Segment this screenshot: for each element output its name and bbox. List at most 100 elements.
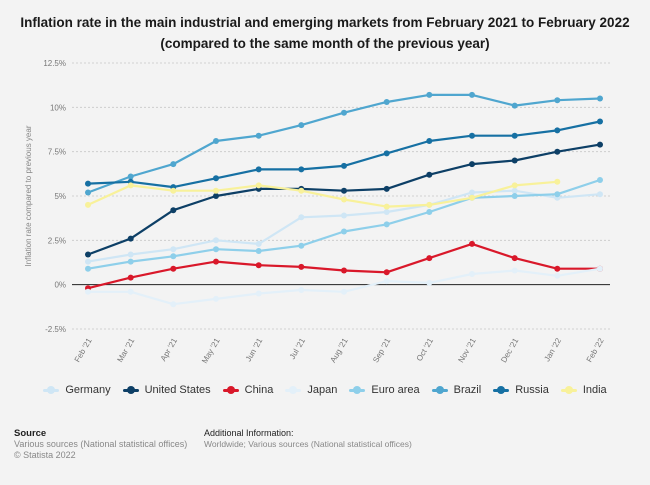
- data-point[interactable]: [341, 196, 347, 203]
- data-point[interactable]: [426, 138, 433, 144]
- data-point[interactable]: [426, 91, 433, 98]
- data-point[interactable]: [511, 255, 518, 262]
- data-point[interactable]: [554, 178, 561, 185]
- data-point[interactable]: [213, 237, 219, 244]
- data-point[interactable]: [554, 191, 561, 198]
- data-point[interactable]: [213, 295, 219, 302]
- data-point[interactable]: [85, 251, 91, 258]
- data-point[interactable]: [383, 209, 390, 215]
- data-point[interactable]: [213, 246, 219, 253]
- data-point[interactable]: [469, 194, 475, 201]
- data-point[interactable]: [85, 265, 91, 272]
- data-point[interactable]: [255, 182, 262, 189]
- data-point[interactable]: [170, 265, 177, 272]
- data-point[interactable]: [383, 203, 390, 210]
- data-point[interactable]: [170, 253, 177, 260]
- data-point[interactable]: [511, 157, 518, 164]
- source-heading[interactable]: Source: [14, 428, 47, 439]
- data-point[interactable]: [426, 255, 433, 262]
- data-point[interactable]: [213, 187, 219, 194]
- data-point[interactable]: [298, 242, 305, 249]
- data-point[interactable]: [341, 267, 347, 274]
- data-point[interactable]: [85, 180, 91, 187]
- data-point[interactable]: [597, 265, 603, 272]
- data-point[interactable]: [85, 258, 91, 265]
- data-point[interactable]: [469, 91, 475, 98]
- data-point[interactable]: [511, 132, 518, 139]
- data-point[interactable]: [511, 182, 518, 189]
- data-point[interactable]: [255, 240, 262, 247]
- data-point[interactable]: [127, 274, 134, 281]
- additional-info-heading[interactable]: Additional Information:: [204, 428, 294, 438]
- data-point[interactable]: [597, 141, 603, 148]
- data-point[interactable]: [170, 207, 177, 214]
- data-point[interactable]: [597, 118, 603, 125]
- data-point[interactable]: [554, 272, 561, 279]
- data-point[interactable]: [469, 132, 475, 139]
- data-point[interactable]: [213, 193, 219, 199]
- data-point[interactable]: [170, 246, 177, 253]
- data-point[interactable]: [511, 193, 518, 199]
- data-point[interactable]: [554, 97, 561, 104]
- legend-item-russia[interactable]: Russia: [493, 384, 549, 396]
- data-point[interactable]: [213, 175, 219, 182]
- data-point[interactable]: [426, 279, 433, 286]
- data-point[interactable]: [341, 162, 347, 169]
- data-point[interactable]: [383, 150, 390, 157]
- data-point[interactable]: [383, 185, 390, 192]
- data-point[interactable]: [469, 271, 475, 277]
- legend-item-brazil[interactable]: Brazil: [431, 384, 481, 396]
- data-point[interactable]: [341, 187, 347, 194]
- legend-item-germany[interactable]: Germany: [43, 384, 111, 396]
- data-point[interactable]: [127, 258, 134, 265]
- data-point[interactable]: [255, 166, 262, 173]
- data-point[interactable]: [127, 182, 134, 189]
- data-point[interactable]: [298, 287, 305, 293]
- data-point[interactable]: [127, 173, 134, 180]
- legend-item-japan[interactable]: Japan: [285, 384, 337, 396]
- data-point[interactable]: [554, 127, 561, 134]
- data-point[interactable]: [341, 212, 347, 219]
- data-point[interactable]: [85, 189, 91, 196]
- data-point[interactable]: [383, 99, 390, 105]
- data-point[interactable]: [554, 265, 561, 272]
- data-point[interactable]: [469, 161, 475, 168]
- data-point[interactable]: [554, 148, 561, 155]
- data-point[interactable]: [213, 258, 219, 265]
- data-point[interactable]: [426, 201, 433, 208]
- data-point[interactable]: [341, 288, 347, 295]
- data-point[interactable]: [597, 95, 603, 102]
- data-point[interactable]: [298, 187, 305, 194]
- data-point[interactable]: [341, 109, 347, 116]
- data-point[interactable]: [511, 267, 518, 274]
- data-point[interactable]: [597, 177, 603, 183]
- data-point[interactable]: [255, 262, 262, 269]
- data-point[interactable]: [127, 235, 134, 242]
- data-point[interactable]: [469, 189, 475, 196]
- data-point[interactable]: [298, 166, 305, 173]
- legend-item-euro-area[interactable]: Euro area: [349, 384, 420, 396]
- data-point[interactable]: [426, 209, 433, 215]
- data-point[interactable]: [511, 187, 518, 194]
- data-point[interactable]: [383, 221, 390, 228]
- data-point[interactable]: [255, 248, 262, 254]
- legend-item-china[interactable]: China: [222, 384, 273, 396]
- data-point[interactable]: [511, 102, 518, 109]
- data-point[interactable]: [170, 301, 177, 308]
- data-point[interactable]: [127, 288, 134, 295]
- legend-item-united-states[interactable]: United States: [122, 384, 211, 396]
- data-point[interactable]: [597, 191, 603, 198]
- data-point[interactable]: [85, 201, 91, 208]
- data-point[interactable]: [213, 138, 219, 144]
- legend-item-india[interactable]: India: [560, 384, 607, 396]
- data-point[interactable]: [426, 171, 433, 178]
- data-point[interactable]: [85, 288, 91, 295]
- data-point[interactable]: [298, 122, 305, 129]
- data-point[interactable]: [170, 161, 177, 168]
- data-point[interactable]: [255, 290, 262, 297]
- data-point[interactable]: [469, 240, 475, 247]
- data-point[interactable]: [298, 263, 305, 270]
- data-point[interactable]: [341, 228, 347, 235]
- data-point[interactable]: [127, 251, 134, 258]
- data-point[interactable]: [298, 214, 305, 221]
